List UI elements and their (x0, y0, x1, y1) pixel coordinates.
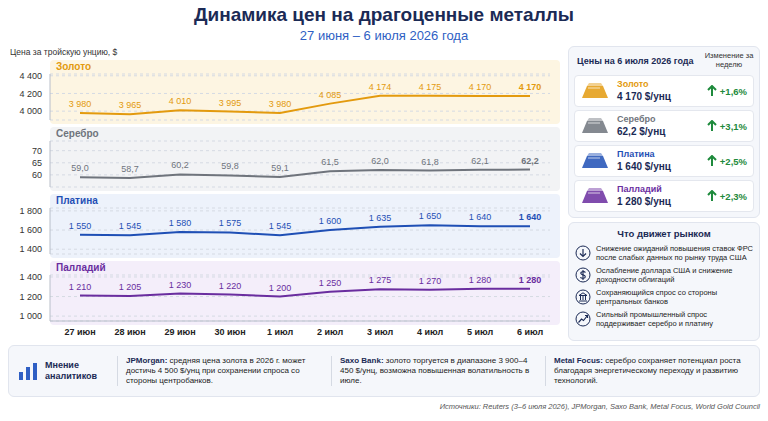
html-text:Мнение аналитиков: Мнение аналитиков (45, 360, 98, 381)
html-text:Серебро: Серебро (617, 114, 656, 124)
svg-text:59,1: 59,1 (271, 163, 289, 173)
html-text:Источники: Reuters (3–6 июля 2: Источники: Reuters (3–6 июля 2026), JPMo… (439, 402, 760, 411)
svg-text:61,8: 61,8 (421, 157, 439, 167)
svg-text:4 000: 4 000 (19, 106, 42, 116)
html-text:+3,1%: +3,1% (719, 120, 747, 132)
svg-text:28 июн: 28 июн (114, 327, 145, 337)
svg-text:3 995: 3 995 (219, 98, 242, 108)
svg-text:1 230: 1 230 (169, 280, 192, 290)
svg-text:5 июл: 5 июл (467, 327, 494, 337)
html-text:Ослабление доллара США и сниже: Ослабление доллара США и снижение доходн… (596, 266, 733, 284)
svg-text:30 июн: 30 июн (214, 327, 245, 337)
svg-text:62,0: 62,0 (371, 156, 389, 166)
svg-text:62,2: 62,2 (521, 156, 539, 166)
svg-text:62,1: 62,1 (471, 156, 489, 166)
svg-text:1 июл: 1 июл (267, 327, 294, 337)
svg-text:60,2: 60,2 (171, 160, 189, 170)
svg-text:27 июн: 27 июн (64, 327, 95, 337)
html-text:Палладий: Палладий (617, 184, 662, 194)
svg-text:2 июл: 2 июл (317, 327, 344, 337)
svg-text:1 800: 1 800 (19, 206, 42, 216)
html-text:Палладий: Палладий (56, 262, 106, 273)
html-text:Изменение за неделю: Изменение за неделю (704, 51, 754, 69)
html-text:Цены на 6 июля 2026 года: Цены на 6 июля 2026 года (577, 56, 694, 66)
html-text:Платина: Платина (617, 149, 655, 159)
svg-text:1 210: 1 210 (69, 282, 92, 292)
svg-text:4 010: 4 010 (169, 96, 192, 106)
svg-text:4 170: 4 170 (469, 82, 492, 92)
svg-text:3 июл: 3 июл (367, 327, 394, 337)
html-text:Saxo Bank: золото торгуется в: Saxo Bank: золото торгуется в диапазоне … (340, 356, 530, 385)
svg-text:3 980: 3 980 (69, 99, 92, 109)
svg-text:1 280: 1 280 (469, 275, 492, 285)
html-text:+2,5%: +2,5% (719, 155, 747, 167)
svg-text:58,7: 58,7 (121, 164, 139, 174)
svg-text:3 980: 3 980 (269, 99, 292, 109)
svg-text:70: 70 (32, 146, 42, 156)
html-text:Metal Focus: серебро сохраняет: Metal Focus: серебро сохраняет потенциал… (554, 356, 741, 385)
svg-text:1 635: 1 635 (369, 213, 392, 223)
html-text:Сильный промышленный спрос под: Сильный промышленный спрос поддерживает … (596, 310, 713, 328)
svg-text:60: 60 (32, 170, 42, 180)
svg-text:1 600: 1 600 (19, 225, 42, 235)
svg-text:1 575: 1 575 (219, 218, 242, 228)
svg-text:1 200: 1 200 (19, 292, 42, 302)
svg-text:1 400: 1 400 (19, 244, 42, 254)
svg-text:1 640: 1 640 (469, 212, 492, 222)
svg-text:65: 65 (32, 158, 42, 168)
svg-text:61,5: 61,5 (321, 157, 339, 167)
html-text:Цена за тройскую унцию, $: Цена за тройскую унцию, $ (10, 47, 118, 57)
svg-text:1 275: 1 275 (369, 275, 392, 285)
svg-text:1 280: 1 280 (519, 275, 542, 285)
svg-text:4 июл: 4 июл (417, 327, 444, 337)
svg-text:1 250: 1 250 (319, 278, 342, 288)
html-text:1 640 $/унц: 1 640 $/унц (617, 161, 671, 172)
svg-text:1 200: 1 200 (269, 283, 292, 293)
html-text:Что движет рынком: Что движет рынком (617, 228, 711, 239)
svg-text:3 965: 3 965 (119, 100, 142, 110)
svg-text:1 205: 1 205 (119, 282, 142, 292)
svg-text:1 650: 1 650 (419, 211, 442, 221)
svg-text:1 400: 1 400 (19, 272, 42, 282)
svg-text:4 174: 4 174 (369, 82, 392, 92)
svg-text:1 550: 1 550 (69, 221, 92, 231)
svg-text:1 600: 1 600 (319, 216, 342, 226)
html-text:27 июня – 6 июля 2026 года: 27 июня – 6 июля 2026 года (299, 28, 469, 43)
svg-text:1 220: 1 220 (219, 281, 242, 291)
svg-text:59,0: 59,0 (71, 163, 89, 173)
html-text:Сохраняющийся спрос со стороны: Сохраняющийся спрос со стороны центральн… (596, 288, 718, 306)
svg-text:4 175: 4 175 (419, 82, 442, 92)
svg-text:1 545: 1 545 (119, 221, 142, 231)
html-text:1 280 $/унц: 1 280 $/унц (617, 196, 671, 207)
svg-text:1 545: 1 545 (269, 221, 292, 231)
html-text:4 170 $/унц: 4 170 $/унц (617, 91, 671, 102)
html-text:62,2 $/унц: 62,2 $/унц (617, 126, 666, 137)
html-text:Динамика цен на драгоценные ме: Динамика цен на драгоценные металлы (194, 4, 574, 25)
svg-text:1 270: 1 270 (419, 276, 442, 286)
html-text:Золото: Золото (56, 61, 92, 72)
html-text:Золото: Золото (617, 79, 649, 89)
html-text:+1,6%: +1,6% (719, 85, 747, 97)
svg-text:4 200: 4 200 (19, 89, 42, 99)
svg-text:1 640: 1 640 (519, 212, 542, 222)
html-text:Снижение ожиданий повышения ст: Снижение ожиданий повышения ставок ФРС п… (596, 244, 753, 262)
svg-text:29 июн: 29 июн (164, 327, 195, 337)
svg-text:4 170: 4 170 (519, 82, 542, 92)
html-text:+2,3%: +2,3% (719, 190, 747, 202)
svg-text:6 июл: 6 июл (517, 327, 544, 337)
html-text:Платина: Платина (56, 195, 98, 206)
html-text:JPMorgan: средняя цена золота: JPMorgan: средняя цена золота в 2026 г. … (126, 356, 306, 385)
svg-text:1 580: 1 580 (169, 218, 192, 228)
svg-text:1 000: 1 000 (19, 311, 42, 321)
svg-text:4 085: 4 085 (319, 90, 342, 100)
html-text:Серебро: Серебро (56, 128, 99, 139)
svg-text:4 400: 4 400 (19, 71, 42, 81)
svg-text:59,8: 59,8 (221, 161, 239, 171)
